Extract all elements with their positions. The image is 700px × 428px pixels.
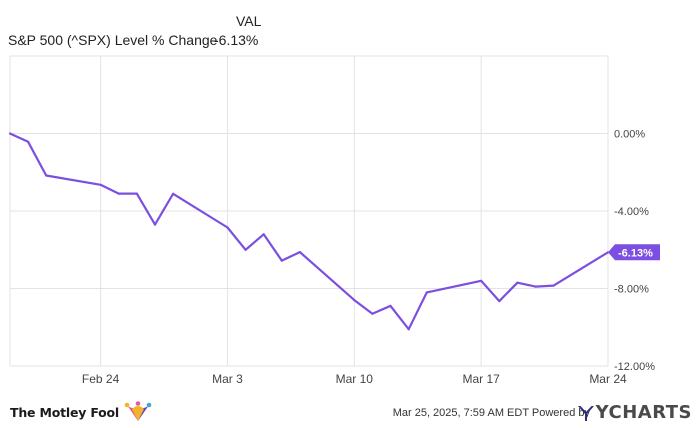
x-axis-ticks: Feb 24 Mar 3 Mar 10 Mar 17 Mar 24	[82, 372, 627, 386]
data-point	[407, 328, 410, 331]
series-line	[9, 132, 609, 331]
line-chart: Feb 24 Mar 3 Mar 10 Mar 17 Mar 24 0.00% -4.00…	[8, 55, 660, 386]
end-value-tag-text: -6.13%	[618, 247, 653, 259]
ycharts-y-icon	[577, 405, 594, 421]
motley-fool-logo: The Motley Fool	[10, 401, 153, 423]
data-point	[534, 285, 537, 288]
jester-hat-icon	[124, 401, 152, 421]
x-tick-label: Mar 24	[589, 372, 627, 386]
footer: The Motley Fool Mar 25, 2025, 7:59 AM ED…	[0, 398, 700, 428]
motley-fool-logo-text: The Motley Fool	[10, 404, 120, 420]
y-axis-ticks: 0.00% -4.00% -8.00% -12.00%	[614, 129, 655, 374]
data-point	[389, 304, 392, 307]
data-point	[298, 251, 301, 254]
timestamp: Mar 25, 2025, 7:59 AM EDT Powered by	[392, 407, 590, 419]
legend-column-header: VAL	[236, 13, 262, 29]
data-point	[8, 132, 12, 135]
ycharts-logo: YCHARTS	[576, 402, 692, 423]
x-tick-label: Mar 17	[462, 372, 500, 386]
data-point	[480, 279, 483, 282]
x-tick-label: Feb 24	[82, 372, 120, 386]
data-point	[244, 248, 247, 251]
end-value-tag-shape	[608, 244, 660, 261]
data-point	[371, 312, 374, 315]
data-point	[226, 226, 229, 229]
data-point	[172, 192, 175, 195]
data-point	[117, 192, 120, 195]
x-tick-label: Mar 3	[212, 372, 243, 386]
end-value-tag: -6.13%	[608, 244, 660, 261]
data-point	[135, 192, 138, 195]
data-point	[498, 300, 501, 303]
y-tick-label: -12.00%	[614, 361, 655, 373]
y-tick-label: -8.00%	[614, 284, 649, 296]
series-points	[8, 132, 610, 331]
data-point	[280, 259, 283, 262]
data-point	[425, 291, 428, 294]
data-point	[99, 183, 102, 186]
chart-gridlines	[9, 55, 609, 367]
data-point	[262, 233, 265, 236]
y-tick-label: 0.00%	[614, 129, 645, 141]
ycharts-logo-text: YCHARTS	[595, 402, 692, 423]
legend-series-value: -6.13%	[214, 32, 259, 48]
legend: VAL S&P 500 (^SPX) Level % Change -6.13%	[0, 0, 700, 50]
data-point	[516, 281, 519, 284]
x-tick-label: Mar 10	[336, 372, 374, 386]
data-point	[552, 284, 555, 287]
y-tick-label: -4.00%	[614, 206, 649, 218]
legend-series-name: S&P 500 (^SPX) Level % Change	[8, 32, 218, 48]
data-point	[353, 299, 356, 302]
data-point	[153, 223, 157, 226]
data-point	[45, 174, 48, 177]
data-point	[27, 140, 30, 143]
